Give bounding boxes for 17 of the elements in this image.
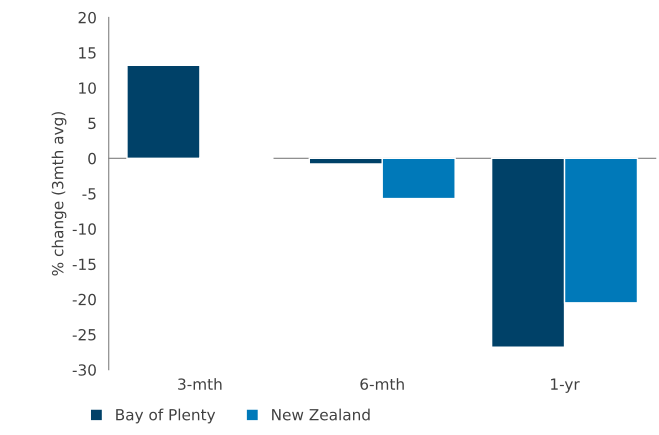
x-tick-label: 3-mth [178,378,222,390]
y-tick-label: -25 [72,328,96,341]
y-tick-label: -15 [72,258,96,270]
y-tick-label: 10 [79,82,96,94]
y-tick-label: 5 [88,118,96,130]
y-tick-label: 0 [88,152,96,164]
y-tick-label: -5 [82,188,96,200]
y-tick-label: -20 [72,294,96,306]
y-tick-label: -30 [72,364,96,376]
y-axis-title: % change (3mth avg) [52,112,66,276]
y-tick-label: 20 [78,12,96,24]
y-tick-label: 15 [79,47,96,59]
y-tick-label: -10 [72,223,96,235]
legend-label: Bay of Plenty [116,408,216,424]
legend-label: New Zealand [272,408,370,420]
x-tick-label: 1-yr [551,378,580,393]
x-tick-label: 6-mth [360,378,404,390]
